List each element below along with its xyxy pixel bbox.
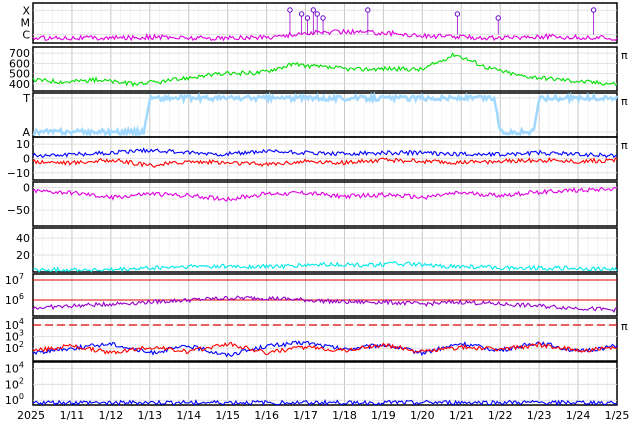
x-tick-label: 1/18	[332, 409, 357, 422]
flare-marker	[304, 15, 311, 21]
panel-frame-kp_ae	[32, 227, 618, 273]
side-marker: π	[621, 320, 628, 333]
x-tick-label: 1/25	[605, 409, 630, 422]
series-line-dst	[32, 186, 618, 202]
series-line-proton_flux	[32, 341, 618, 356]
x-tick-label: 1/20	[410, 409, 435, 422]
x-tick-label: 1/12	[99, 409, 124, 422]
series-line-electron_flux	[32, 295, 618, 313]
y-tick-label: 40	[16, 232, 30, 245]
y-tick-label: A	[22, 126, 30, 139]
series-line-imf_sector	[32, 91, 619, 139]
x-tick-label: 1/11	[60, 409, 85, 422]
x-tick-label: 2025	[17, 409, 45, 422]
x-tick-label: 1/14	[176, 409, 201, 422]
y-tick-label: 0	[23, 153, 30, 166]
x-tick-label: 1/21	[449, 409, 474, 422]
y-tick-label: M	[21, 16, 31, 29]
series-line-kp_ae	[32, 261, 618, 274]
x-tick-label: 1/24	[566, 409, 591, 422]
panel-frame-high_energy	[32, 361, 618, 406]
y-tick-label: 700	[9, 47, 30, 60]
x-tick-label: 1/15	[215, 409, 240, 422]
x-tick-label: 1/17	[293, 409, 318, 422]
y-tick-label: −50	[7, 204, 30, 217]
series-line-wind_speed	[32, 51, 618, 88]
panel-frame-dst	[32, 181, 618, 227]
y-tick-label: 106	[5, 292, 24, 307]
y-tick-label: X	[22, 4, 30, 17]
y-tick-label: 500	[9, 68, 30, 81]
y-tick-label: 10	[16, 138, 30, 151]
panel-frame-electron_flux	[32, 273, 618, 317]
y-tick-label: T	[22, 92, 30, 105]
y-tick-label: C	[22, 29, 30, 42]
panel-frame-xray	[32, 2, 618, 44]
x-tick-label: 1/23	[527, 409, 552, 422]
y-tick-label: 102	[5, 340, 24, 355]
flare-marker	[310, 7, 317, 13]
flare-marker	[314, 11, 320, 17]
flare-marker	[298, 11, 305, 17]
side-marker: π	[621, 49, 628, 62]
y-tick-label: 104	[5, 360, 24, 375]
x-tick-label: 1/19	[371, 409, 396, 422]
flare-marker	[454, 11, 461, 17]
y-tick-label: 400	[9, 78, 30, 91]
y-tick-label: 107	[5, 272, 24, 287]
x-tick-label: 1/16	[254, 409, 279, 422]
series-line-high_energy	[32, 398, 618, 407]
side-marker: π	[621, 95, 628, 108]
y-tick-label: 100	[5, 392, 24, 407]
y-tick-label: 20	[16, 249, 30, 262]
series-line-xray	[32, 28, 618, 42]
flare-marker	[590, 7, 597, 13]
series-line-proton_flux	[32, 340, 618, 358]
panel-frame-proton_flux	[32, 317, 618, 362]
x-tick-label: 1/22	[488, 409, 513, 422]
side-marker: π	[621, 139, 628, 152]
panel-frame-wind_speed	[32, 46, 618, 92]
y-tick-label: 0	[23, 181, 30, 194]
flare-marker	[287, 7, 293, 13]
flare-marker	[495, 15, 501, 21]
flare-marker	[365, 7, 371, 13]
series-line-imf_bz	[32, 156, 618, 168]
flare-marker	[320, 15, 326, 21]
y-tick-label: 600	[9, 57, 30, 70]
y-tick-label: 102	[5, 376, 24, 391]
y-tick-label: −10	[7, 167, 30, 180]
series-line-imf_bz	[32, 147, 618, 159]
x-tick-label: 1/13	[137, 409, 162, 422]
